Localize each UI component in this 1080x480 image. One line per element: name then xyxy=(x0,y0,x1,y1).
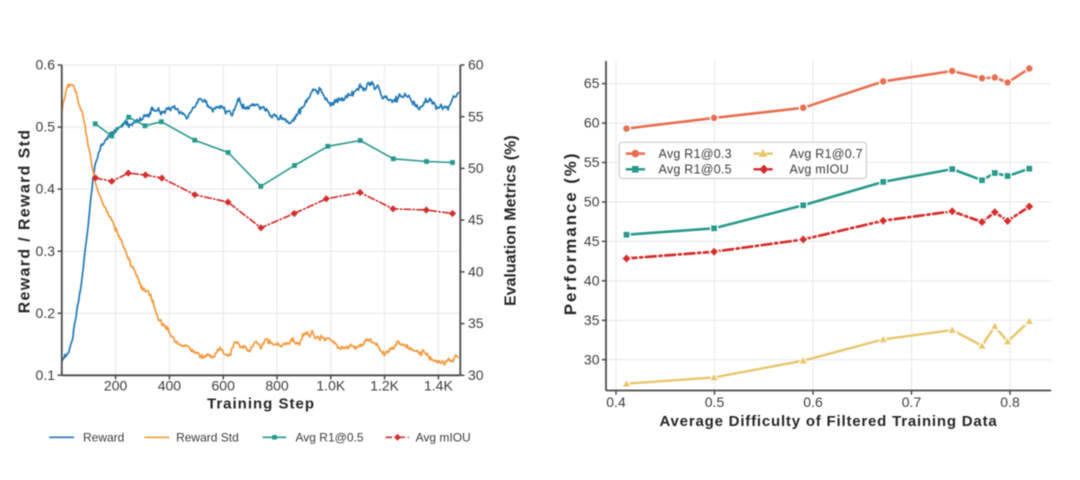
svg-text:200: 200 xyxy=(104,378,128,394)
svg-text:Avg R1@0.5: Avg R1@0.5 xyxy=(659,163,732,177)
svg-text:60: 60 xyxy=(468,57,484,73)
svg-text:1.4K: 1.4K xyxy=(424,378,453,394)
svg-text:400: 400 xyxy=(158,378,182,394)
svg-text:Reward: Reward xyxy=(83,431,124,445)
svg-text:0.6: 0.6 xyxy=(36,57,56,73)
svg-text:Avg R1@0.5: Avg R1@0.5 xyxy=(296,431,364,445)
svg-text:45: 45 xyxy=(584,233,600,249)
svg-text:Reward / Reward Std: Reward / Reward Std xyxy=(17,129,34,314)
svg-text:800: 800 xyxy=(265,378,289,394)
svg-text:0.5: 0.5 xyxy=(705,394,725,410)
svg-text:Average Difficulty of Filtered: Average Difficulty of Filtered Training … xyxy=(659,413,997,430)
svg-text:0.4: 0.4 xyxy=(606,394,626,410)
svg-text:0.3: 0.3 xyxy=(36,243,56,259)
svg-text:0.2: 0.2 xyxy=(36,305,56,321)
svg-text:Reward Std: Reward Std xyxy=(176,431,239,445)
svg-text:Avg R1@0.3: Avg R1@0.3 xyxy=(659,147,732,161)
svg-text:50: 50 xyxy=(584,194,600,210)
svg-text:600: 600 xyxy=(212,378,236,394)
svg-text:55: 55 xyxy=(584,154,600,170)
svg-text:30: 30 xyxy=(468,367,484,383)
svg-text:0.6: 0.6 xyxy=(803,394,823,410)
svg-text:30: 30 xyxy=(584,351,600,367)
svg-text:55: 55 xyxy=(468,108,484,124)
svg-text:60: 60 xyxy=(584,115,600,131)
svg-text:Avg R1@0.7: Avg R1@0.7 xyxy=(790,147,863,161)
svg-text:0.8: 0.8 xyxy=(1000,394,1020,410)
svg-text:50: 50 xyxy=(468,160,484,176)
svg-text:45: 45 xyxy=(468,212,484,228)
svg-text:40: 40 xyxy=(468,264,484,280)
svg-text:0.1: 0.1 xyxy=(36,367,56,383)
svg-text:65: 65 xyxy=(584,75,600,91)
svg-text:Training Step: Training Step xyxy=(207,396,315,413)
svg-text:35: 35 xyxy=(468,315,484,331)
svg-text:Performance (%): Performance (%) xyxy=(561,152,580,316)
svg-text:Evaluation Metrics (%): Evaluation Metrics (%) xyxy=(503,135,520,306)
svg-text:0.4: 0.4 xyxy=(36,181,56,197)
svg-text:40: 40 xyxy=(584,272,600,288)
svg-text:35: 35 xyxy=(584,312,600,328)
svg-text:1.0K: 1.0K xyxy=(316,378,345,394)
svg-text:1.2K: 1.2K xyxy=(370,378,399,394)
svg-text:0.7: 0.7 xyxy=(902,394,922,410)
svg-text:Avg mIOU: Avg mIOU xyxy=(416,431,471,445)
svg-text:0.5: 0.5 xyxy=(36,119,56,135)
svg-text:Avg mIOU: Avg mIOU xyxy=(790,163,849,177)
